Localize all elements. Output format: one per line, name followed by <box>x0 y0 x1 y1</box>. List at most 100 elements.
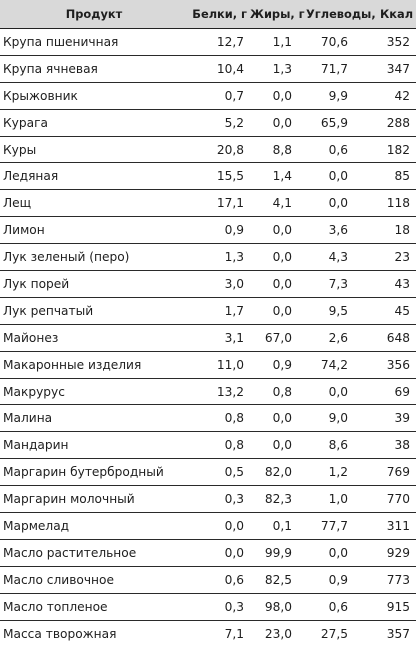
cell-kcal: 773 <box>380 566 416 593</box>
cell-fat: 82,0 <box>250 459 306 486</box>
cell-kcal: 69 <box>380 378 416 405</box>
cell-product: Масло растительное <box>0 539 188 566</box>
header-protein: Белки, г <box>188 0 250 29</box>
cell-product: Маргарин бутербродный <box>0 459 188 486</box>
cell-product: Майонез <box>0 324 188 351</box>
cell-kcal: 356 <box>380 351 416 378</box>
cell-product: Куры <box>0 136 188 163</box>
cell-product: Лук зеленый (перо) <box>0 244 188 271</box>
cell-protein: 3,0 <box>188 271 250 298</box>
cell-carbs: 9,5 <box>306 297 380 324</box>
cell-protein: 1,3 <box>188 244 250 271</box>
cell-kcal: 770 <box>380 486 416 513</box>
cell-protein: 0,0 <box>188 513 250 540</box>
cell-product: Крыжовник <box>0 82 188 109</box>
cell-fat: 0,0 <box>250 271 306 298</box>
cell-protein: 3,1 <box>188 324 250 351</box>
cell-protein: 20,8 <box>188 136 250 163</box>
cell-carbs: 1,0 <box>306 486 380 513</box>
cell-carbs: 1,2 <box>306 459 380 486</box>
cell-protein: 12,7 <box>188 29 250 56</box>
cell-product: Крупа ячневая <box>0 55 188 82</box>
cell-product: Маргарин молочный <box>0 486 188 513</box>
cell-carbs: 0,0 <box>306 539 380 566</box>
cell-kcal: 118 <box>380 190 416 217</box>
cell-fat: 82,5 <box>250 566 306 593</box>
cell-protein: 5,2 <box>188 109 250 136</box>
cell-kcal: 311 <box>380 513 416 540</box>
cell-product: Мандарин <box>0 432 188 459</box>
header-row: Продукт Белки, г Жиры, г Углеводы, г Кка… <box>0 0 416 29</box>
cell-protein: 0,8 <box>188 432 250 459</box>
cell-kcal: 352 <box>380 29 416 56</box>
cell-protein: 0,6 <box>188 566 250 593</box>
cell-product: Макаронные изделия <box>0 351 188 378</box>
cell-carbs: 2,6 <box>306 324 380 351</box>
cell-fat: 99,9 <box>250 539 306 566</box>
cell-product: Масло топленое <box>0 593 188 620</box>
cell-carbs: 74,2 <box>306 351 380 378</box>
cell-kcal: 38 <box>380 432 416 459</box>
cell-protein: 11,0 <box>188 351 250 378</box>
cell-protein: 0,8 <box>188 405 250 432</box>
header-product: Продукт <box>0 0 188 29</box>
cell-carbs: 9,9 <box>306 82 380 109</box>
cell-fat: 8,8 <box>250 136 306 163</box>
cell-protein: 0,0 <box>188 539 250 566</box>
cell-fat: 1,3 <box>250 55 306 82</box>
cell-protein: 10,4 <box>188 55 250 82</box>
cell-product: Ледяная <box>0 163 188 190</box>
cell-carbs: 70,6 <box>306 29 380 56</box>
cell-kcal: 42 <box>380 82 416 109</box>
cell-carbs: 3,6 <box>306 217 380 244</box>
cell-fat: 1,4 <box>250 163 306 190</box>
cell-kcal: 929 <box>380 539 416 566</box>
cell-product: Масло сливочное <box>0 566 188 593</box>
cell-protein: 15,5 <box>188 163 250 190</box>
cell-fat: 0,9 <box>250 351 306 378</box>
cell-fat: 0,0 <box>250 432 306 459</box>
cell-fat: 23,0 <box>250 620 306 646</box>
cell-kcal: 769 <box>380 459 416 486</box>
cell-carbs: 0,0 <box>306 190 380 217</box>
cell-fat: 0,8 <box>250 378 306 405</box>
cell-protein: 0,3 <box>188 593 250 620</box>
cell-carbs: 0,6 <box>306 136 380 163</box>
cell-carbs: 0,6 <box>306 593 380 620</box>
cell-product: Лук порей <box>0 271 188 298</box>
cell-fat: 67,0 <box>250 324 306 351</box>
cell-carbs: 77,7 <box>306 513 380 540</box>
cell-product: Макрурус <box>0 378 188 405</box>
cell-product: Лимон <box>0 217 188 244</box>
cell-protein: 0,9 <box>188 217 250 244</box>
cell-protein: 0,5 <box>188 459 250 486</box>
cell-kcal: 43 <box>380 271 416 298</box>
cell-carbs: 0,0 <box>306 378 380 405</box>
cell-kcal: 357 <box>380 620 416 646</box>
cell-kcal: 915 <box>380 593 416 620</box>
cell-product: Масса творожная <box>0 620 188 646</box>
header-kcal: Ккал <box>380 0 416 29</box>
cell-carbs: 9,0 <box>306 405 380 432</box>
header-fat: Жиры, г <box>250 0 306 29</box>
cell-fat: 0,0 <box>250 217 306 244</box>
cell-product: Крупа пшеничная <box>0 29 188 56</box>
cell-kcal: 85 <box>380 163 416 190</box>
